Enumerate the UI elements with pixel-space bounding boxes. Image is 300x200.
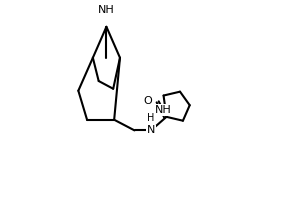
Text: O: O (143, 96, 152, 106)
Text: N: N (147, 125, 155, 135)
Text: NH: NH (98, 5, 115, 15)
Text: NH: NH (155, 105, 172, 115)
Text: H: H (147, 113, 155, 123)
